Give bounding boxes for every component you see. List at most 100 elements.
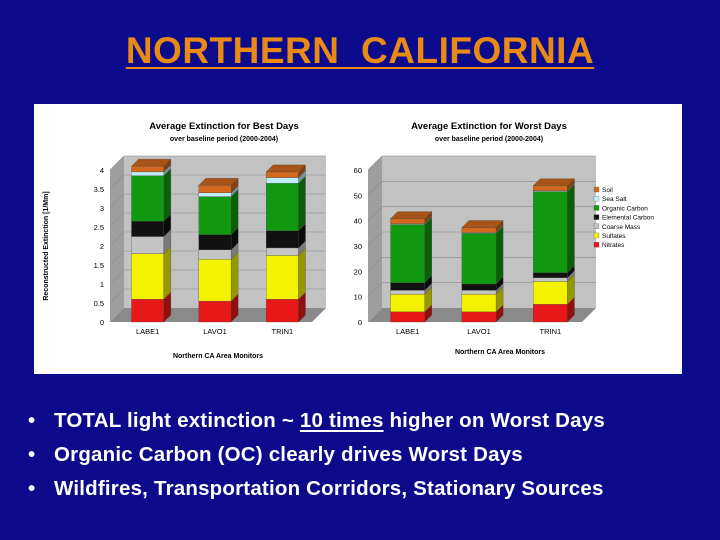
bar-segment: [198, 259, 232, 302]
gridline: [367, 282, 596, 297]
x-tick-label: TRIN1: [539, 327, 561, 336]
gridline: [109, 174, 326, 190]
y-tick-label: 40: [354, 217, 362, 226]
bar-segment: [198, 192, 232, 197]
y-tick-label: 50: [354, 191, 362, 200]
x-tick-label: LAVO1: [203, 327, 227, 336]
gridline: [367, 181, 596, 196]
gridline: [367, 257, 596, 272]
bar-segment: [533, 185, 568, 191]
legend-label: Sulfates: [602, 233, 626, 240]
bar-segment: [266, 255, 299, 300]
y-tick-label: 1.5: [94, 261, 104, 270]
legend-label: Elemental Carbon: [602, 215, 654, 222]
bar-segment: [198, 300, 232, 323]
bar-segment: [533, 277, 568, 282]
bar-segment: [461, 293, 497, 313]
x-axis-title: Northern CA Area Monitors: [173, 353, 263, 360]
chart-subtitle: over baseline period (2000-2004): [435, 136, 543, 143]
bar-top-face: [131, 159, 172, 167]
y-tick-label: 3.5: [94, 185, 104, 194]
bar-top-face: [265, 164, 306, 173]
bar-segment: [266, 171, 299, 178]
bar-segment: [461, 227, 497, 233]
bar-segment-side: [424, 217, 432, 284]
x-tick-label: LABE1: [396, 327, 419, 336]
gridline: [109, 212, 326, 228]
bar-segment: [533, 191, 568, 273]
legend-label: Nitrates: [602, 242, 625, 249]
bar-segment-side: [567, 184, 575, 273]
x-axis-title: Northern CA Area Monitors: [455, 349, 545, 356]
gridline: [109, 269, 326, 285]
x-tick-label: TRIN1: [271, 327, 293, 336]
bullet-marker: •: [28, 443, 36, 466]
bar-segment-side: [231, 251, 239, 302]
bar-segment: [390, 282, 425, 291]
bar-segment: [131, 299, 164, 323]
bar-segment: [461, 290, 497, 295]
y-tick-label: 0: [100, 318, 104, 327]
bar-segment: [390, 293, 425, 313]
x-tick-label: LAVO1: [467, 327, 491, 336]
bar-segment: [390, 290, 425, 295]
bar-segment: [131, 221, 164, 237]
bar-top-face: [198, 178, 239, 186]
legend-swatch: [593, 205, 600, 211]
slide-title: NORTHERN CALIFORNIA: [125, 30, 595, 71]
legend-label: Soil: [602, 187, 613, 194]
y-tick-label: 0: [358, 318, 362, 327]
y-axis-title: Reconstructed Extinction [1/Mm]: [43, 191, 50, 300]
bar-segment: [198, 185, 232, 193]
bar-segment: [266, 247, 299, 256]
bar-segment-side: [163, 168, 171, 222]
bar-segment: [266, 183, 299, 231]
y-tick-label: 1: [100, 280, 104, 289]
chart-subtitle: over baseline period (2000-2004): [170, 136, 278, 143]
chart-title: Average Extinction for Worst Days: [411, 121, 567, 132]
gridline: [367, 231, 596, 247]
legend-swatch: [593, 223, 600, 229]
y-tick-label: 2: [100, 242, 104, 251]
bar-segment: [266, 299, 299, 323]
bar-segment: [198, 234, 232, 250]
bar-segment-side: [495, 225, 504, 285]
chart-figure: 0 0.5 1 1.5 2 2.5 3 3.5 4 Average Extinction for …: [43, 121, 654, 360]
bar-segment: [131, 253, 164, 300]
bar-segment: [390, 311, 425, 323]
gridline: [109, 155, 326, 171]
bar-segment: [131, 166, 164, 173]
bar-segment-side: [231, 189, 239, 235]
bullet-item: • TOTAL light extinction ~ 10 times highe…: [28, 404, 708, 438]
gridline: [109, 231, 326, 247]
bar-segment-side: [298, 248, 306, 300]
legend-swatch: [593, 186, 600, 193]
bar-segment: [461, 283, 497, 291]
y-tick-label: 4: [100, 166, 104, 175]
bullet-marker: •: [28, 409, 36, 432]
bar-segment: [198, 249, 232, 260]
y-tick-label: 20: [354, 267, 362, 276]
bar-segment: [390, 218, 425, 224]
legend-swatch: [593, 242, 600, 248]
y-tick-label: 2.5: [94, 223, 104, 232]
legend-swatch: [593, 196, 600, 202]
gridline: [109, 288, 326, 304]
chart-title: Average Extinction for Best Days: [149, 121, 299, 132]
bar-segment: [131, 236, 164, 254]
gridline: [109, 250, 326, 266]
legend-label: Sea Salt: [602, 196, 627, 203]
gridline: [367, 155, 596, 171]
bullet-marker: •: [28, 477, 36, 500]
legend-swatch: [593, 232, 600, 239]
bullet-item: • Wildfires, Transportation Corridors, St…: [28, 472, 708, 506]
chart-panel: 0 0.5 1 1.5 2 2.5 3 3.5 4 Average Extinction for …: [34, 104, 682, 374]
bar-segment: [131, 175, 164, 222]
gridline: [367, 206, 596, 221]
y-tick-label: 0.5: [94, 299, 104, 308]
bar-segment: [533, 281, 568, 305]
bar-segment: [461, 233, 497, 285]
bar-segment: [533, 272, 568, 278]
bar-top-face: [532, 178, 575, 186]
legend-label: Coarse Mass: [602, 224, 641, 231]
